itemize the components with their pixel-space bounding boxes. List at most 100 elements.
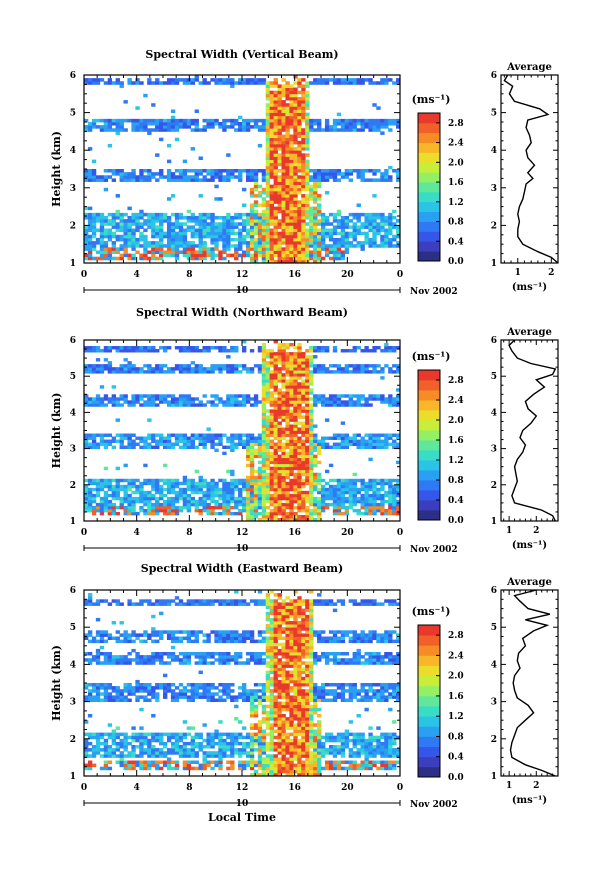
heatmap-cell <box>340 403 346 407</box>
heatmap-cell <box>159 442 164 446</box>
heatmap-cell <box>372 349 377 353</box>
heatmap-cell <box>277 187 282 192</box>
heatmap-cell <box>332 237 338 242</box>
heatmap-cell <box>91 689 97 693</box>
heatmap-cell <box>99 237 105 242</box>
heatmap-cell <box>396 511 401 516</box>
heatmap-cell <box>305 391 310 395</box>
heatmap-cell <box>293 190 298 195</box>
heatmap-cell <box>214 169 219 173</box>
heatmap-cell <box>249 222 255 226</box>
heatmap-cell <box>119 172 124 176</box>
heatmap-cell <box>348 231 353 236</box>
heatmap-cell <box>166 225 172 229</box>
heatmap-cell <box>340 253 346 258</box>
heatmap-cell <box>242 125 247 129</box>
heatmap-cell <box>210 234 215 239</box>
heatmap-cell <box>127 741 132 746</box>
heatmap-cell <box>99 748 105 752</box>
heatmap-cell <box>293 147 298 151</box>
heatmap-cell <box>230 499 235 504</box>
heatmap-cell <box>313 481 318 486</box>
heatmap-cell <box>301 228 306 233</box>
heatmap-cell <box>155 78 160 82</box>
heatmap-cell <box>253 439 259 443</box>
heatmap-cell <box>265 153 271 157</box>
heatmap-cell <box>99 442 105 446</box>
heatmap-cell <box>285 256 290 261</box>
heatmap-cell <box>301 463 306 468</box>
heatmap-cell <box>380 397 385 401</box>
heatmap-cell <box>277 388 282 392</box>
heatmap-cell <box>119 692 124 696</box>
heatmap-cell <box>317 505 322 510</box>
heatmap-cell <box>194 484 199 489</box>
heatmap-cell <box>210 511 215 516</box>
heatmap-cell <box>99 367 105 371</box>
heatmap-cell <box>87 692 93 696</box>
heatmap-cell <box>119 442 124 446</box>
heatmap-cell <box>170 478 176 483</box>
month-year-label: Nov 2002 <box>410 545 458 555</box>
heatmap-cell <box>198 237 203 242</box>
heatmap-cell <box>301 472 306 477</box>
heatmap-cell <box>281 175 286 179</box>
heatmap-cell <box>309 169 314 173</box>
heatmap-cell <box>285 493 290 498</box>
heatmap-cell <box>226 175 231 179</box>
heatmap-cell <box>222 250 227 254</box>
heatmap-cell <box>242 394 247 398</box>
heatmap-cell <box>265 140 271 145</box>
heatmap-cell <box>321 169 326 173</box>
heatmap-cell <box>87 367 93 371</box>
heatmap-cell <box>99 403 105 407</box>
heatmap-cell <box>289 403 294 407</box>
heatmap-cell <box>190 241 195 245</box>
heatmap-cell <box>178 397 184 401</box>
heatmap-cell <box>159 490 164 495</box>
heatmap-cell <box>147 508 152 513</box>
heatmap-cell <box>253 496 259 501</box>
heatmap-cell <box>163 81 168 85</box>
heatmap-cell <box>190 445 195 449</box>
y-tick-label: 2 <box>70 221 76 231</box>
heatmap-cell <box>174 231 180 236</box>
heatmap-cell <box>324 234 330 239</box>
heatmap-cell <box>317 364 322 368</box>
heatmap-cell <box>293 460 298 465</box>
heatmap-cell <box>210 225 215 229</box>
heatmap-cell <box>174 499 180 504</box>
heatmap-cell <box>277 96 282 101</box>
heatmap-cell <box>309 349 314 353</box>
x-tick-label: 20 <box>341 528 354 538</box>
heatmap-cell <box>289 100 294 104</box>
heatmap-cell <box>265 376 271 380</box>
heatmap-cell <box>230 493 235 498</box>
heatmap-cell <box>273 451 278 456</box>
heatmap-cell <box>285 367 290 371</box>
heatmap-cell <box>297 514 302 519</box>
heatmap-cell <box>119 397 124 401</box>
heatmap-cell <box>174 234 180 239</box>
heatmap-cell <box>285 424 290 428</box>
heatmap-cell <box>163 499 168 504</box>
heatmap-cell <box>163 442 168 446</box>
heatmap-cell <box>242 367 247 371</box>
heatmap-cell <box>261 187 267 192</box>
heatmap-cell <box>253 222 259 226</box>
heatmap-cell <box>277 517 282 522</box>
heatmap-cell <box>234 250 239 254</box>
heatmap-cell <box>214 184 219 189</box>
heatmap-cell <box>281 481 286 486</box>
heatmap-cell <box>289 90 294 95</box>
heatmap-cell <box>111 397 116 401</box>
heatmap-cell <box>194 234 199 239</box>
heatmap-cell <box>293 234 298 239</box>
heatmap-cell <box>91 212 97 217</box>
heatmap-cell <box>170 433 176 437</box>
heatmap-cell <box>135 658 140 662</box>
heatmap-cell <box>166 241 172 245</box>
heatmap-cell <box>277 406 282 410</box>
heatmap-cell <box>253 256 259 261</box>
heatmap-cell <box>360 481 365 486</box>
